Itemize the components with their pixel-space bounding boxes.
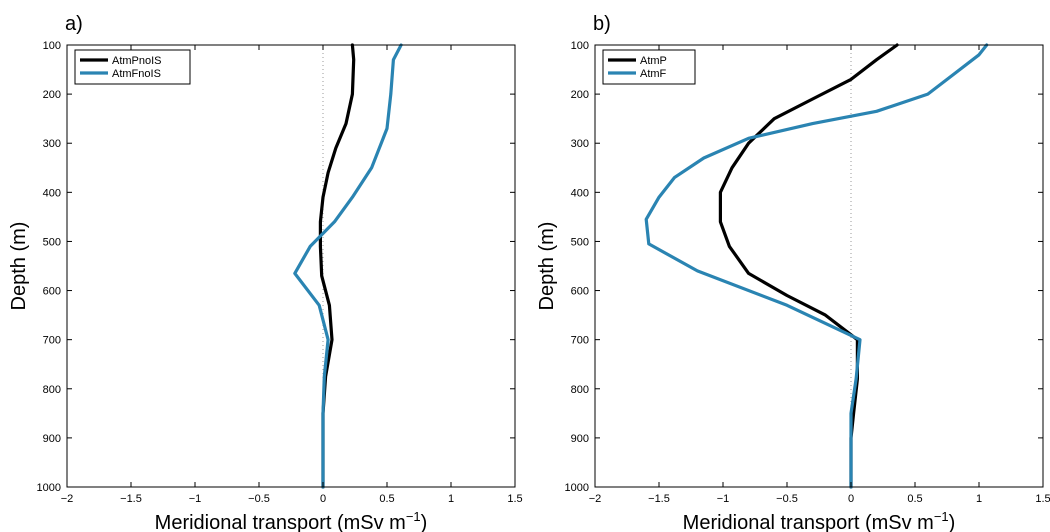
y-tick-label: 900 [43, 433, 61, 445]
legend-label: AtmF [640, 68, 667, 80]
legend-box [74, 49, 191, 85]
y-tick-label: 400 [43, 187, 61, 199]
x-tick-label: 0.5 [907, 493, 922, 505]
y-tick-label: 800 [43, 384, 61, 396]
x-tick-label: 1.5 [1035, 493, 1050, 505]
series-line-AtmF [644, 43, 989, 489]
plot-frame [594, 44, 1044, 488]
chart-panel-b: −2 −1.5 −1 −0.5 0 0.5 1 1.5 100 200 300 400 500 600 70… [536, 13, 1050, 532]
x-tick-label: 0.5 [379, 493, 394, 505]
panel-label: b) [593, 13, 611, 35]
y-tick-label: 500 [43, 236, 61, 248]
x-tick-label: −1.5 [120, 493, 142, 505]
y-tick-label: 700 [571, 335, 589, 347]
x-axis-label-superscript: −1 [406, 509, 421, 524]
y-axis-label: Depth (m) [8, 222, 30, 311]
y-tick-label: 100 [571, 40, 589, 52]
y-tick-label: 900 [571, 433, 589, 445]
y-tick-label: 500 [571, 236, 589, 248]
x-axis-label-text: Meridional transport (mSv m [155, 512, 406, 532]
x-tick-label: −0.5 [248, 493, 270, 505]
x-tick-label: −2 [61, 493, 74, 505]
y-tick-label: 1000 [37, 482, 61, 494]
y-tick-label: 400 [571, 187, 589, 199]
legend-label: AtmP [640, 55, 667, 67]
x-tick-label: −1 [189, 493, 202, 505]
x-tick-label: −0.5 [776, 493, 798, 505]
series-line-AtmFnoIS [293, 43, 403, 489]
y-tick-label: 300 [43, 138, 61, 150]
x-axis-label-end: ) [421, 512, 428, 532]
x-axis-label-text: Meridional transport (mSv m [683, 512, 934, 532]
x-tick-label: 1.5 [507, 493, 522, 505]
series-line-AtmPnoIS [318, 43, 356, 489]
panel-label: a) [65, 13, 83, 35]
legend-label: AtmFnoIS [112, 68, 161, 80]
y-tick-label: 800 [571, 384, 589, 396]
y-tick-label: 100 [43, 40, 61, 52]
x-tick-label: −1.5 [648, 493, 670, 505]
y-tick-label: 200 [571, 89, 589, 101]
chart-panel-a: −2 −1.5 −1 −0.5 0 0.5 1 1.5 100 200 300 400 500 600 70… [8, 13, 523, 532]
y-tick-label: 300 [571, 138, 589, 150]
x-tick-label: 0 [320, 493, 326, 505]
y-axis-label: Depth (m) [536, 222, 558, 311]
x-tick-label: 1 [448, 493, 454, 505]
y-tick-label: 600 [43, 286, 61, 298]
x-tick-label: 0 [848, 493, 854, 505]
x-tick-label: −1 [717, 493, 730, 505]
y-tick-label: 600 [571, 286, 589, 298]
legend-label: AtmPnoIS [112, 55, 162, 67]
y-tick-label: 700 [43, 335, 61, 347]
x-axis-label: Meridional transport (mSv m−1) [155, 509, 428, 532]
x-axis-label-end: ) [949, 512, 956, 532]
x-tick-label: 1 [976, 493, 982, 505]
x-axis-label: Meridional transport (mSv m−1) [683, 509, 956, 532]
legend-box [602, 49, 696, 85]
y-tick-label: 200 [43, 89, 61, 101]
y-tick-label: 1000 [565, 482, 589, 494]
plot-frame [66, 44, 516, 488]
x-axis-label-superscript: −1 [934, 509, 949, 524]
x-tick-label: −2 [589, 493, 602, 505]
